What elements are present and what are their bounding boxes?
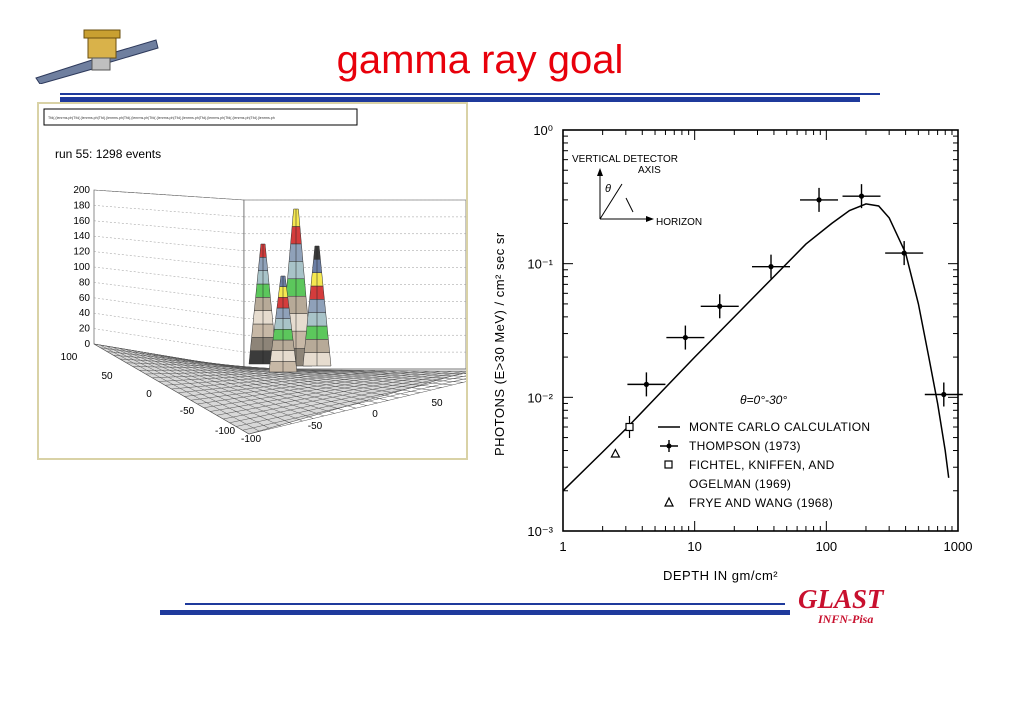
legend-label: OGELMAN (1969)	[689, 477, 791, 491]
top-rule-thick	[60, 97, 860, 102]
detector-axis-inset: VERTICAL DETECTOR AXIS θ HORIZON	[572, 154, 702, 228]
z-tick-label: 100	[73, 262, 90, 273]
plot-frame	[562, 129, 959, 532]
left-wall	[93, 189, 245, 370]
y-tick-label-3d: -50	[180, 406, 195, 417]
thompson-point	[752, 254, 791, 279]
thompson-point	[924, 382, 963, 407]
monte-carlo-curve	[562, 203, 950, 492]
x-tick-label-3d: 0	[372, 409, 378, 420]
inset-label-axis: AXIS	[638, 165, 661, 176]
lego-caption: run 55: 1298 events	[55, 147, 161, 161]
z-tick-label: 80	[79, 277, 91, 288]
x-tick-label: 10	[687, 539, 701, 554]
wall-grid	[93, 282, 245, 302]
x-axis-label: DEPTH IN gm/cm²	[663, 568, 778, 583]
legend-label: FRYE AND WANG (1968)	[689, 496, 833, 510]
satellite-icon	[35, 29, 159, 84]
legend-square-marker	[664, 460, 673, 469]
wall-grid	[93, 220, 245, 235]
inset-horizon: HORIZON	[656, 217, 702, 228]
z-tick-label: 140	[73, 231, 90, 242]
legend-dot-marker	[660, 440, 678, 452]
glast-logo: GLAST	[798, 584, 884, 614]
y-tick-label-3d: 50	[101, 371, 113, 382]
thompson-point	[842, 184, 881, 209]
lego-plot-panel: Tfd(.(lenrms.ph|Tfd(.(lenrms.ph|Tfd(.(le…	[37, 102, 507, 460]
wall-grid	[93, 312, 245, 336]
thompson-point	[800, 187, 839, 212]
wall-grid	[93, 266, 245, 285]
y-tick-label: 10⁻³	[527, 524, 553, 539]
legend-triangle-marker	[664, 496, 674, 507]
wall-grid	[93, 297, 245, 319]
angle-label: θ=0°-30°	[740, 393, 787, 407]
wall-grid	[93, 205, 245, 218]
lego-header-strip: Tfd(.(lenrms.ph|Tfd(.(lenrms.ph|Tfd(.(le…	[48, 116, 275, 120]
legend-label: THOMPSON (1973)	[689, 439, 801, 453]
z-tick-label: 40	[79, 308, 91, 319]
thompson-point	[666, 325, 705, 350]
x-tick-label-3d: 50	[431, 398, 443, 409]
top-rule-thin	[60, 93, 880, 95]
thompson-point	[627, 372, 666, 397]
y-axis-label: PHOTONS (E>30 MeV) / cm² sec sr	[492, 232, 507, 456]
x-tick-label: 1	[559, 539, 566, 554]
y-tick-label: 10⁰	[533, 123, 553, 138]
infn-pisa-label: INFN-Pisa	[818, 612, 874, 626]
legend-label: FICHTEL, KNIFFEN, AND	[689, 458, 835, 472]
wall-grid	[93, 251, 245, 268]
photon-depth-chart: 1 10 100 1000 10⁰ 10⁻¹ 10⁻² 10⁻³ DEPTH IN gm/cm…	[478, 106, 978, 596]
x-tick-label-3d: -100	[241, 434, 261, 445]
thompson-point	[700, 294, 739, 319]
thompson-point	[885, 241, 924, 266]
inset-theta: θ	[605, 183, 611, 195]
frye-wang-point	[610, 448, 621, 458]
y-tick-label: 10⁻²	[527, 390, 553, 405]
z-tick-label: 0	[84, 339, 90, 350]
z-tick-label: 120	[73, 247, 90, 258]
z-tick-label: 180	[73, 200, 90, 211]
inset-label-vertical: VERTICAL DETECTOR	[572, 154, 678, 165]
x-tick-label: 100	[815, 539, 837, 554]
wall-grid	[93, 328, 245, 353]
y-tick-label-3d: -100	[215, 426, 235, 437]
x-tick-label: 1000	[944, 539, 973, 554]
y-tick-label-3d: 0	[146, 389, 152, 400]
x-tick-label-3d: -50	[308, 421, 323, 432]
chart-legend: MONTE CARLO CALCULATION THOMPSON (1973) FI…	[658, 420, 870, 510]
fichtel-point	[625, 415, 634, 438]
z-tick-label: 200	[73, 185, 90, 196]
y-tick-label: 10⁻¹	[527, 257, 553, 272]
legend-label: MONTE CARLO CALCULATION	[689, 420, 870, 434]
bottom-rule-thick	[160, 610, 790, 615]
slide-title: gamma ray goal	[336, 38, 624, 82]
wall-grid	[93, 235, 245, 251]
lego-peak	[248, 243, 278, 365]
z-tick-label: 60	[79, 293, 91, 304]
y-tick-label-3d: 100	[61, 352, 78, 363]
wall-grid	[93, 189, 245, 201]
z-tick-label: 160	[73, 216, 90, 227]
lego-peak	[268, 275, 298, 373]
lego-peak	[302, 245, 332, 367]
bottom-rule-thin	[185, 603, 785, 605]
z-tick-label: 20	[79, 324, 91, 335]
